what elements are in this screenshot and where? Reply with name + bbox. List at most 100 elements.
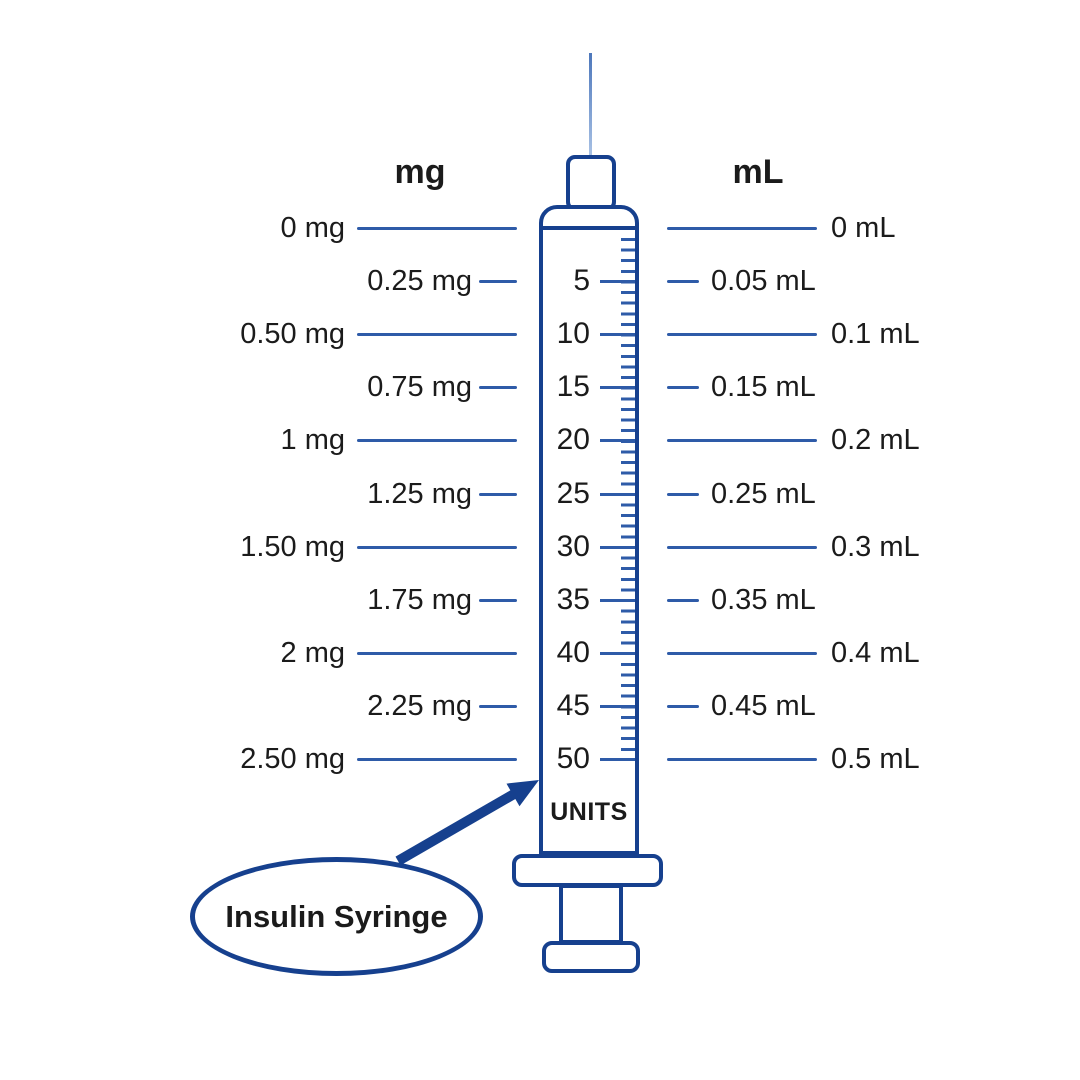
- mg-scale-line: [357, 438, 517, 442]
- mg-scale-row: 1.25 mg: [150, 472, 517, 516]
- unit-tick: [600, 332, 635, 336]
- unit-row: 30: [548, 525, 635, 569]
- barrel-zero-line: [543, 226, 635, 230]
- mg-scale-line: [357, 651, 517, 655]
- mg-row-label: 1.75 mg: [367, 583, 472, 616]
- needle-hub: [566, 155, 616, 211]
- ml-row-label: 0.3 mL: [831, 530, 920, 563]
- mg-scale-line: [357, 332, 517, 336]
- unit-tick: [600, 704, 635, 708]
- unit-row: 20: [548, 418, 635, 462]
- mg-scale-row: 0.50 mg: [150, 312, 517, 356]
- ml-row-label: 0.5 mL: [831, 742, 920, 775]
- ml-row-label: 0 mL: [831, 211, 896, 244]
- mg-scale-line: [479, 492, 517, 496]
- mg-scale-row: 2 mg: [150, 631, 517, 675]
- unit-row: 25: [548, 472, 635, 516]
- ml-row-label: 0.1 mL: [831, 317, 920, 350]
- unit-value: 45: [556, 689, 590, 722]
- ml-scale-line: [667, 651, 817, 655]
- unit-value: 40: [556, 636, 590, 669]
- plunger-cap: [542, 941, 640, 973]
- mg-row-label: 0 mg: [280, 211, 345, 244]
- ml-scale-line: [667, 757, 817, 761]
- ml-scale-row: 0.15 mL: [667, 365, 1027, 409]
- barrel-flange: [512, 854, 663, 887]
- ml-row-label: 0.4 mL: [831, 636, 920, 669]
- unit-row: 50: [548, 737, 635, 781]
- ml-scale-row: 0.25 mL: [667, 472, 1027, 516]
- ml-scale-line: [667, 438, 817, 442]
- mg-scale-line: [479, 385, 517, 389]
- mg-scale-row: 1 mg: [150, 418, 517, 462]
- ml-row-label: 0.25 mL: [711, 477, 816, 510]
- mg-row-label: 2.50 mg: [240, 742, 345, 775]
- ml-scale-line: [667, 704, 699, 708]
- unit-tick: [600, 279, 635, 283]
- unit-tick: [600, 545, 635, 549]
- ml-scale-line: [667, 332, 817, 336]
- ml-scale-line: [667, 226, 817, 230]
- unit-value: 30: [556, 530, 590, 563]
- ml-scale-row: 0.3 mL: [667, 525, 1027, 569]
- syringe-needle: [589, 53, 592, 157]
- unit-value: 35: [556, 583, 590, 616]
- mg-scale-row: 2.25 mg: [150, 684, 517, 728]
- mg-scale-line: [357, 226, 517, 230]
- ml-scale-row: 0.5 mL: [667, 737, 1027, 781]
- mg-row-label: 1 mg: [280, 423, 345, 456]
- unit-row: 5: [548, 259, 635, 303]
- mg-scale-row: 1.75 mg: [150, 578, 517, 622]
- unit-tick: [600, 651, 635, 655]
- mg-scale-row: 2.50 mg: [150, 737, 517, 781]
- mg-row-label: 0.75 mg: [367, 370, 472, 403]
- ml-scale-line: [667, 279, 699, 283]
- unit-tick: [600, 598, 635, 602]
- ml-row-label: 0.35 mL: [711, 583, 816, 616]
- mg-scale-row: 0.25 mg: [150, 259, 517, 303]
- unit-row: 15: [548, 365, 635, 409]
- ml-row-label: 0.15 mL: [711, 370, 816, 403]
- unit-value: 20: [556, 423, 590, 456]
- ml-row-label: 0.45 mL: [711, 689, 816, 722]
- unit-value: 10: [556, 317, 590, 350]
- mg-scale-line: [479, 279, 517, 283]
- ml-scale-row: 0.1 mL: [667, 312, 1027, 356]
- mg-scale-line: [479, 598, 517, 602]
- mg-row-label: 2.25 mg: [367, 689, 472, 722]
- unit-tick: [600, 438, 635, 442]
- mg-scale-line: [479, 704, 517, 708]
- unit-tick: [600, 385, 635, 389]
- ml-column-header: mL: [732, 153, 784, 191]
- ml-scale-row: 0.2 mL: [667, 418, 1027, 462]
- mg-row-label: 2 mg: [280, 636, 345, 669]
- ml-scale-row: 0.05 mL: [667, 259, 1027, 303]
- mg-row-label: 0.25 mg: [367, 264, 472, 297]
- unit-row: 40: [548, 631, 635, 675]
- ml-row-label: 0.2 mL: [831, 423, 920, 456]
- ml-scale-row: 0.4 mL: [667, 631, 1027, 675]
- ml-scale-row: 0 mL: [667, 206, 1027, 250]
- unit-row: 10: [548, 312, 635, 356]
- mg-row-label: 1.50 mg: [240, 530, 345, 563]
- units-label: UNITS: [550, 798, 628, 826]
- barrel-minor-ticks: [621, 238, 635, 759]
- ml-scale-line: [667, 492, 699, 496]
- mg-column-header: mg: [394, 153, 446, 191]
- unit-tick: [600, 757, 635, 761]
- ml-scale-line: [667, 385, 699, 389]
- plunger-shaft: [559, 884, 623, 944]
- ml-scale-line: [667, 545, 817, 549]
- ml-scale-line: [667, 598, 699, 602]
- unit-value: 50: [556, 742, 590, 775]
- mg-row-label: 0.50 mg: [240, 317, 345, 350]
- unit-row: 35: [548, 578, 635, 622]
- unit-tick: [600, 492, 635, 496]
- unit-value: 15: [556, 370, 590, 403]
- unit-row: 45: [548, 684, 635, 728]
- callout-ellipse: Insulin Syringe: [190, 857, 483, 976]
- unit-value: 25: [556, 477, 590, 510]
- callout-label: Insulin Syringe: [225, 898, 448, 934]
- mg-scale-row: 0 mg: [150, 206, 517, 250]
